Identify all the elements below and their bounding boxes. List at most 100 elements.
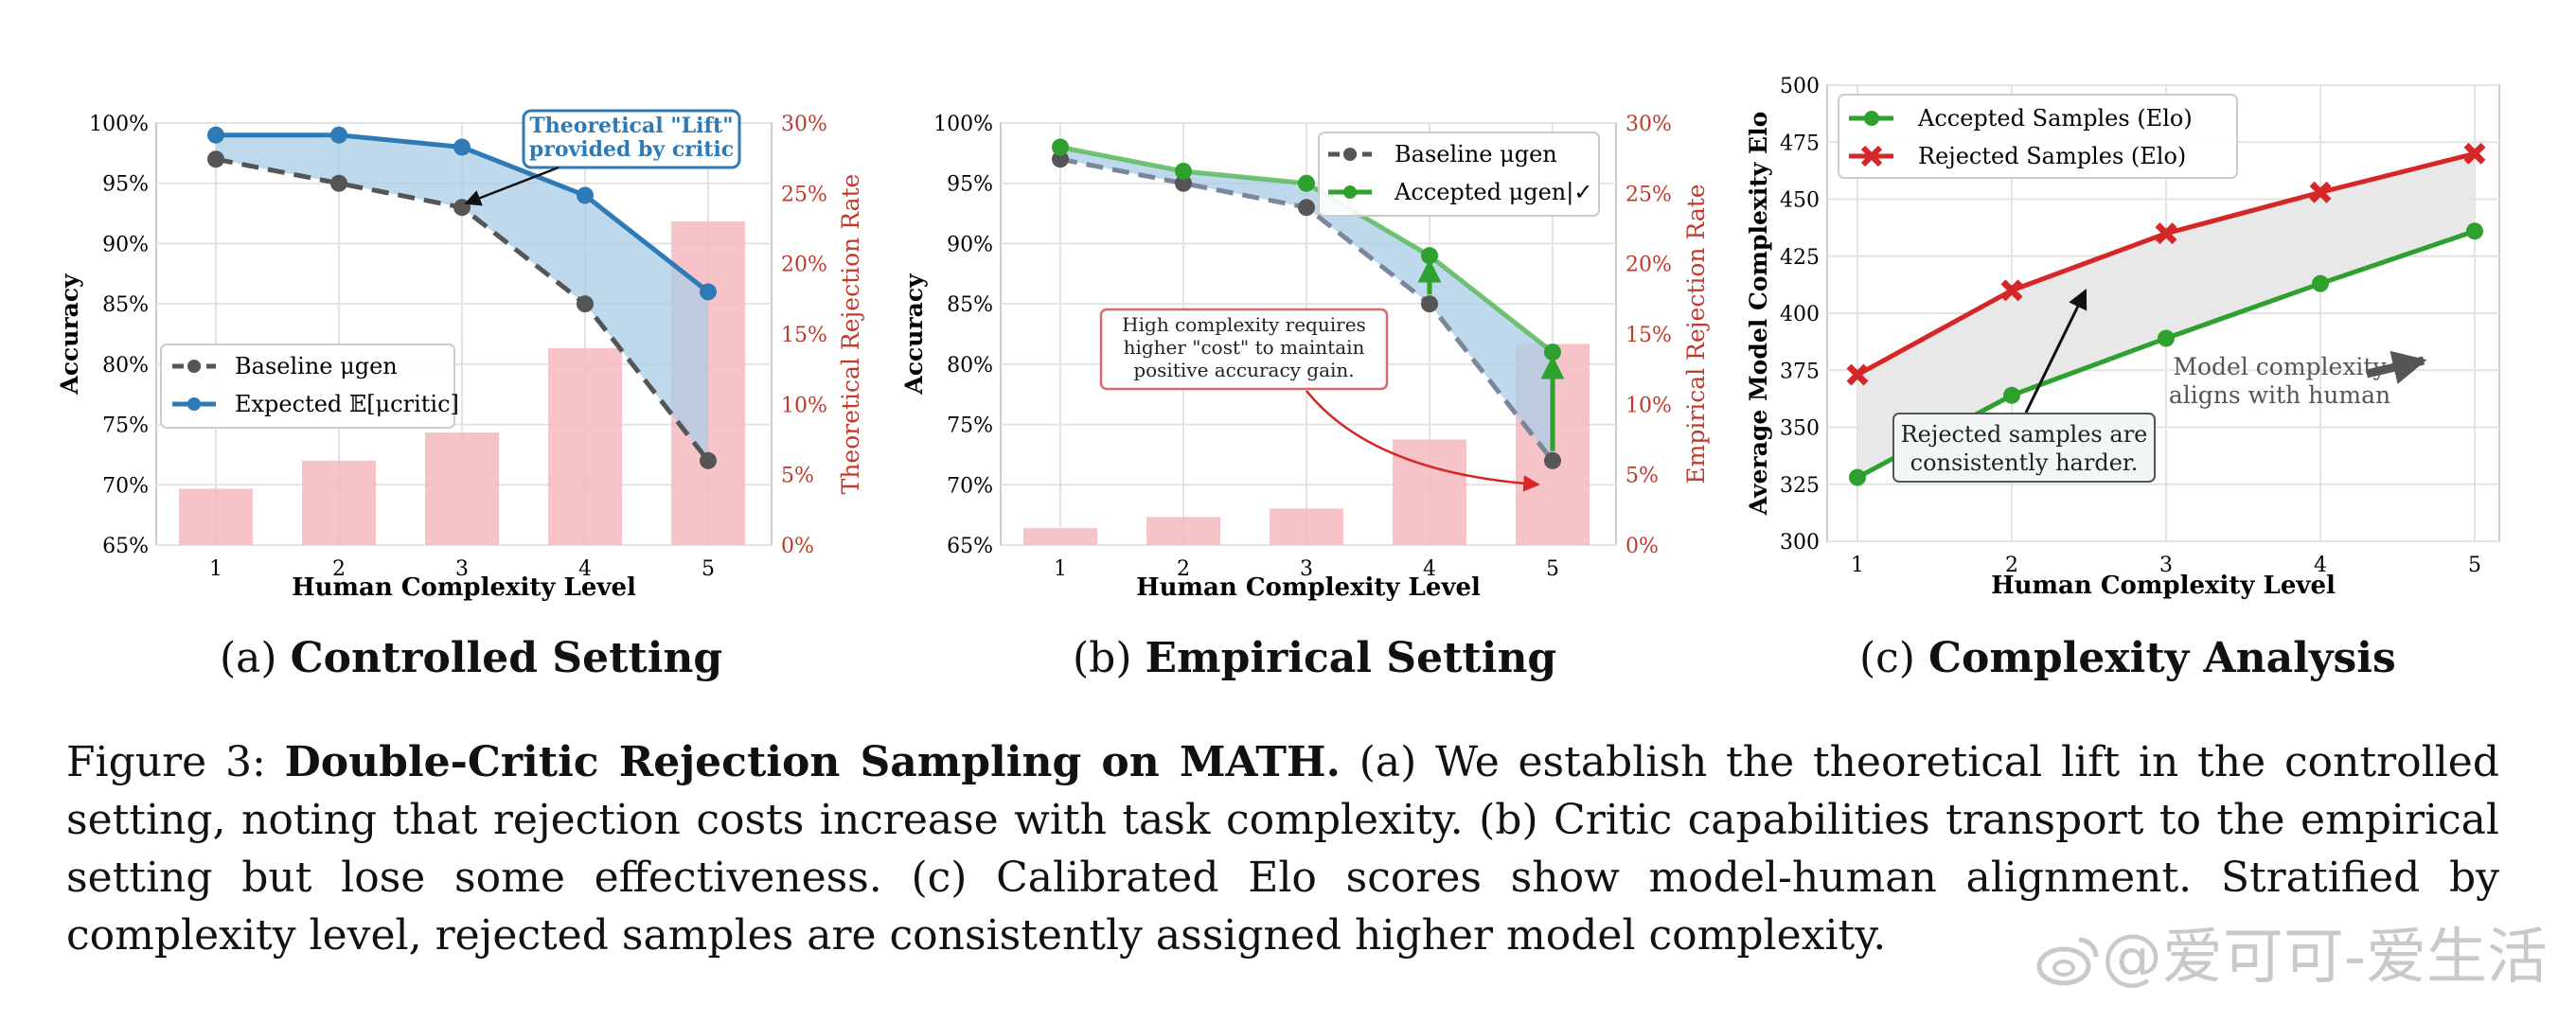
panel-c-points [1846, 142, 2486, 486]
rejected-point [2000, 279, 2023, 302]
panel-c-ticks: 1 2 3 4 5 300 325 350 375 400 425 450 475 500 [1780, 75, 2481, 577]
baseline-point [1421, 295, 1438, 313]
panel-c-complexity-analysis: 1 2 3 4 5 300 325 350 375 400 425 450 475 500 Human C… [1745, 75, 2500, 600]
y-tick-label: 80% [102, 354, 149, 378]
watermark-text: @爱可可-爱生活 [2101, 923, 2548, 993]
baseline-point [330, 174, 347, 192]
y2-tick-label: 20% [1626, 254, 1672, 277]
panel-c-annotation-arrow [2024, 289, 2087, 414]
accepted-point [1544, 344, 1561, 361]
panel-a-annotation: Theoretical "Lift" provided by critic [529, 114, 734, 162]
x-tick-label: 2 [2005, 554, 2018, 577]
panel-b-empirical-setting: 1 2 3 4 5 65% 70% 75% 80% 85% 90% 95% 100% 0% 5% 10% 15%… [900, 113, 1710, 602]
y2-tick-label: 15% [781, 324, 827, 347]
rejected-point [2463, 142, 2486, 165]
panel-c-aligns-arrow [2365, 350, 2427, 384]
y-tick-label: 100% [89, 113, 149, 136]
panel-c-annotation-harder: Rejected samples are consistently harder. [1901, 421, 2148, 476]
panel-a-annotation-box [522, 109, 741, 169]
y2-tick-label: 10% [781, 394, 827, 417]
y2-tick-label: 30% [1626, 113, 1672, 136]
baseline-point [1544, 451, 1561, 469]
x-tick-label: 4 [1423, 557, 1436, 581]
panel-a-y2label: Theoretical Rejection Rate [837, 174, 864, 495]
y-tick-label: 325 [1780, 474, 1820, 498]
y-tick-label: 350 [1780, 417, 1820, 441]
panel-b-xlabel: Human Complexity Level [1136, 573, 1481, 602]
panel-a-legend [160, 344, 455, 429]
panel-b-annotation: High complexity requires higher "cost" to… [1122, 313, 1366, 381]
x-tick-label: 4 [2314, 554, 2327, 577]
expected-point [700, 283, 717, 301]
panel-c-legend-accepted-marker [1864, 111, 1879, 126]
panel-c-legend-rejected-label: Rejected Samples (Elo) [1918, 143, 2186, 169]
baseline-point [207, 150, 224, 168]
caption-body: (a) We establish the theoretical lift in… [66, 738, 2499, 960]
x-tick-label: 1 [209, 557, 222, 581]
x-tick-label: 1 [1851, 554, 1864, 577]
subcaption-a-tag: (a) [220, 634, 277, 682]
panel-b-gain-arrows [1417, 258, 1565, 451]
panel-c-annotation-box [1892, 413, 2156, 483]
panel-a-legend-baseline-marker [187, 360, 201, 373]
rejected-point [2155, 222, 2177, 245]
rejection-rate-bar [1023, 528, 1097, 545]
expected-point [453, 138, 471, 156]
subcaption-b-tag: (b) [1073, 634, 1132, 682]
panel-b-legend [1318, 132, 1600, 217]
y2-tick-label: 10% [1626, 394, 1672, 417]
y-tick-label: 375 [1780, 360, 1820, 383]
x-tick-label: 5 [1546, 557, 1559, 581]
y2-tick-label: 25% [1626, 183, 1672, 206]
expected-point [577, 186, 594, 204]
x-tick-label: 4 [578, 557, 592, 581]
x-tick-label: 2 [332, 557, 346, 581]
y-tick-label: 65% [102, 535, 149, 558]
x-tick-label: 5 [702, 557, 715, 581]
panel-a-legend-expected-marker [187, 397, 201, 411]
y-tick-label: 85% [947, 293, 993, 317]
panel-a-ticks: 1 2 3 4 5 65% 70% 75% 80% 85% 90% 95% 100% 0% 5% 10% 15%… [89, 113, 827, 581]
y-tick-label: 100% [933, 113, 993, 136]
y-tick-label: 75% [102, 414, 149, 438]
accepted-point [2158, 329, 2175, 347]
panel-b-ticks: 1 2 3 4 5 65% 70% 75% 80% 85% 90% 95% 100% 0% 5% 10% 15%… [933, 113, 1672, 581]
panel-a-xlabel: Human Complexity Level [292, 573, 636, 602]
y-tick-label: 65% [947, 535, 993, 558]
y2-tick-label: 20% [781, 254, 827, 277]
watermark: @爱可可-爱生活 [2035, 908, 2548, 996]
panel-c-xlabel: Human Complexity Level [1991, 572, 2336, 600]
y-tick-label: 95% [947, 173, 993, 197]
rejection-rate-bar [425, 432, 499, 545]
rejected-point [1846, 363, 1869, 386]
baseline-point [577, 295, 594, 313]
y2-tick-label: 5% [781, 465, 814, 488]
rejection-rate-bar [1146, 517, 1220, 545]
subcaption-b: (b) Empirical Setting [1073, 634, 1556, 682]
y2-tick-label: 0% [1626, 535, 1659, 558]
x-tick-label: 3 [2159, 554, 2173, 577]
panel-b-gain-area [1060, 147, 1553, 461]
x-tick-label: 2 [1177, 557, 1190, 581]
accepted-point [1052, 138, 1069, 156]
accepted-point [2003, 386, 2020, 404]
accepted-point [2466, 222, 2483, 240]
rejection-rate-bar [548, 347, 622, 545]
baseline-point [1298, 199, 1315, 217]
baseline-point [1175, 174, 1192, 192]
panel-c-annotation-aligns: Model complexity aligns with human [2169, 353, 2390, 409]
panel-a-legend-expected-label: Expected 𝔼[μcritic] [235, 391, 459, 417]
rejected-point [2309, 181, 2332, 203]
y-tick-label: 450 [1780, 189, 1820, 213]
subcaption-c: (c) Complexity Analysis [1859, 634, 2396, 682]
panel-b-points [1052, 138, 1561, 469]
figure-number: Figure 3: [66, 738, 266, 786]
y2-tick-label: 0% [781, 535, 814, 558]
panel-c-legend-rejected-marker [1860, 145, 1883, 167]
panel-a-controlled-setting: 1 2 3 4 5 65% 70% 75% 80% 85% 90% 95% 100% 0% 5% 10% 15%… [56, 109, 864, 602]
rejection-rate-bar [1270, 508, 1343, 545]
y-tick-label: 70% [102, 474, 149, 498]
y-tick-label: 500 [1780, 75, 1820, 98]
panel-b-legend-accepted-label: Accepted μgen|✓ [1394, 179, 1592, 206]
x-tick-label: 3 [455, 557, 469, 581]
